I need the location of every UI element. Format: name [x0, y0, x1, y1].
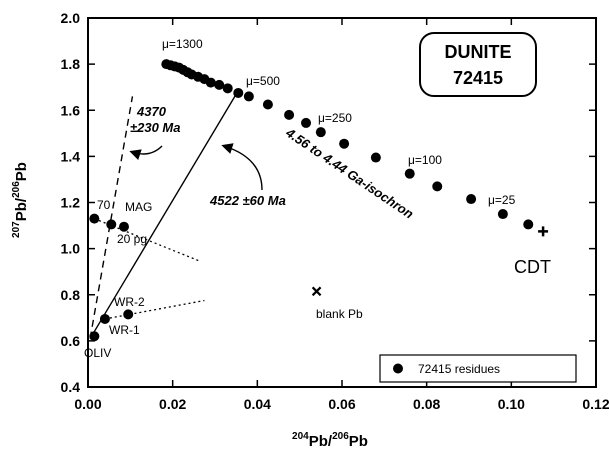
residue-point — [243, 91, 254, 102]
isochron-lines — [89, 90, 239, 339]
label-age-solid: 4522 ±60 Ma — [209, 193, 286, 208]
residue-point — [233, 87, 244, 98]
axis-ticks — [87, 17, 597, 388]
y-tick-label: 1.2 — [61, 195, 81, 211]
y-tick-label: 1.8 — [61, 56, 81, 72]
label-mu100: μ=100 — [408, 153, 442, 167]
label-mag: MAG — [125, 200, 152, 214]
residue-point — [404, 168, 415, 179]
label-70: 70 — [97, 198, 111, 212]
label-wr1: WR-1 — [109, 323, 140, 337]
x-axis-title: 204Pb/206Pb — [292, 431, 368, 450]
x-tick-label: 0.02 — [159, 396, 186, 412]
residue-point — [370, 152, 381, 163]
residue-point — [284, 109, 295, 120]
label-oliv: OLIV — [84, 346, 111, 360]
label-isochron: 4.56 to 4.44 Ga-isochron — [282, 124, 416, 221]
residue-point — [89, 331, 100, 342]
residue-point — [89, 213, 100, 224]
y-axis-title: 207Pb/206Pb — [11, 162, 30, 238]
cdt-marker — [538, 226, 549, 237]
residue-point — [106, 219, 117, 230]
residue-point — [214, 79, 225, 90]
legend-label: 72415 residues — [418, 362, 500, 376]
dashed-line — [89, 96, 134, 339]
residue-point — [497, 209, 508, 220]
label-blank: blank Pb — [316, 307, 363, 321]
legend-box — [379, 354, 577, 383]
label-mu25: μ=25 — [488, 193, 516, 207]
x-tick-label: 0.04 — [244, 396, 271, 412]
label-20pg: 20 pg — [117, 232, 147, 246]
label-mu1300: μ=1300 — [162, 37, 203, 51]
y-tick-label: 2.0 — [61, 10, 81, 26]
sample-box — [419, 32, 537, 97]
residue-point — [339, 138, 350, 149]
residue-point — [262, 99, 273, 110]
sample-box-line2: 72415 — [453, 68, 503, 88]
label-age-dashed-1: 4370 — [136, 104, 167, 119]
x-tick-label: 0.06 — [328, 396, 355, 412]
solid-age-arrow — [221, 143, 263, 191]
y-tick-label: 1.6 — [61, 102, 81, 118]
label-mu500: μ=500 — [246, 74, 280, 88]
y-tick-label: 1.0 — [61, 241, 81, 257]
x-tick-label: 0.10 — [498, 396, 525, 412]
residue-point — [123, 309, 134, 320]
sample-box-line1: DUNITE — [445, 42, 512, 62]
data-points — [89, 59, 549, 342]
x-tick-label: 0.00 — [74, 396, 101, 412]
x-tick-label: 0.08 — [413, 396, 440, 412]
residue-point — [432, 181, 443, 192]
residue-point — [523, 219, 534, 230]
residue-point — [205, 77, 216, 88]
axis-tick-labels: 0.00 0.02 0.04 0.06 0.08 0.10 0.12 0.4 0.6 0.8 1.0… — [61, 10, 609, 412]
label-wr2: WR-2 — [114, 295, 145, 309]
y-tick-label: 0.8 — [61, 287, 81, 303]
dashed-age-arrow — [129, 145, 163, 160]
dotted-line — [104, 299, 205, 320]
y-tick-label: 0.4 — [61, 379, 81, 395]
y-tick-label: 0.6 — [61, 333, 81, 349]
residue-point — [315, 127, 326, 138]
residue-point — [99, 313, 110, 324]
residue-point — [466, 194, 477, 205]
y-tick-label: 1.4 — [61, 148, 81, 164]
residue-point — [222, 83, 233, 94]
residue-point — [118, 221, 129, 232]
blank-marker — [311, 286, 322, 297]
label-cdt: CDT — [514, 257, 551, 277]
dotted-line — [94, 218, 201, 262]
x-tick-label: 0.12 — [582, 396, 609, 412]
residue-point — [301, 117, 312, 128]
label-age-dashed-2: ±230 Ma — [130, 120, 181, 135]
solid-line — [89, 90, 239, 339]
legend-marker — [393, 363, 403, 374]
label-mu250: μ=250 — [318, 111, 352, 125]
